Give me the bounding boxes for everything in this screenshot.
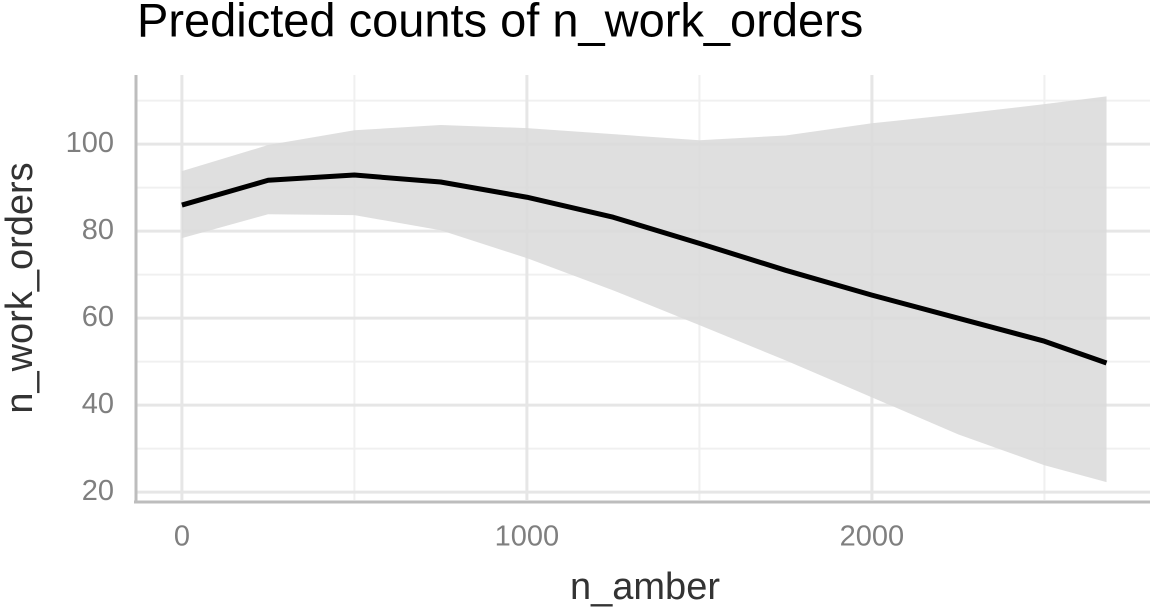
- fit-line: [181, 172, 1108, 366]
- y-axis-label: n_work_orders: [0, 162, 41, 413]
- chart-title: Predicted counts of n_work_orders: [137, 0, 863, 46]
- confidence-band: [181, 96, 1107, 483]
- y-tick-label: 60: [82, 301, 114, 333]
- x-tick-label: 1000: [495, 521, 560, 553]
- y-tick-label: 80: [82, 214, 114, 246]
- y-tick-label: 40: [82, 388, 114, 420]
- y-tick-label: 20: [82, 475, 114, 507]
- x-tick-label: 0: [174, 521, 190, 553]
- x-tick-label: 2000: [840, 521, 905, 553]
- x-axis-label: n_amber: [570, 566, 720, 608]
- y-tick-label: 100: [66, 127, 114, 159]
